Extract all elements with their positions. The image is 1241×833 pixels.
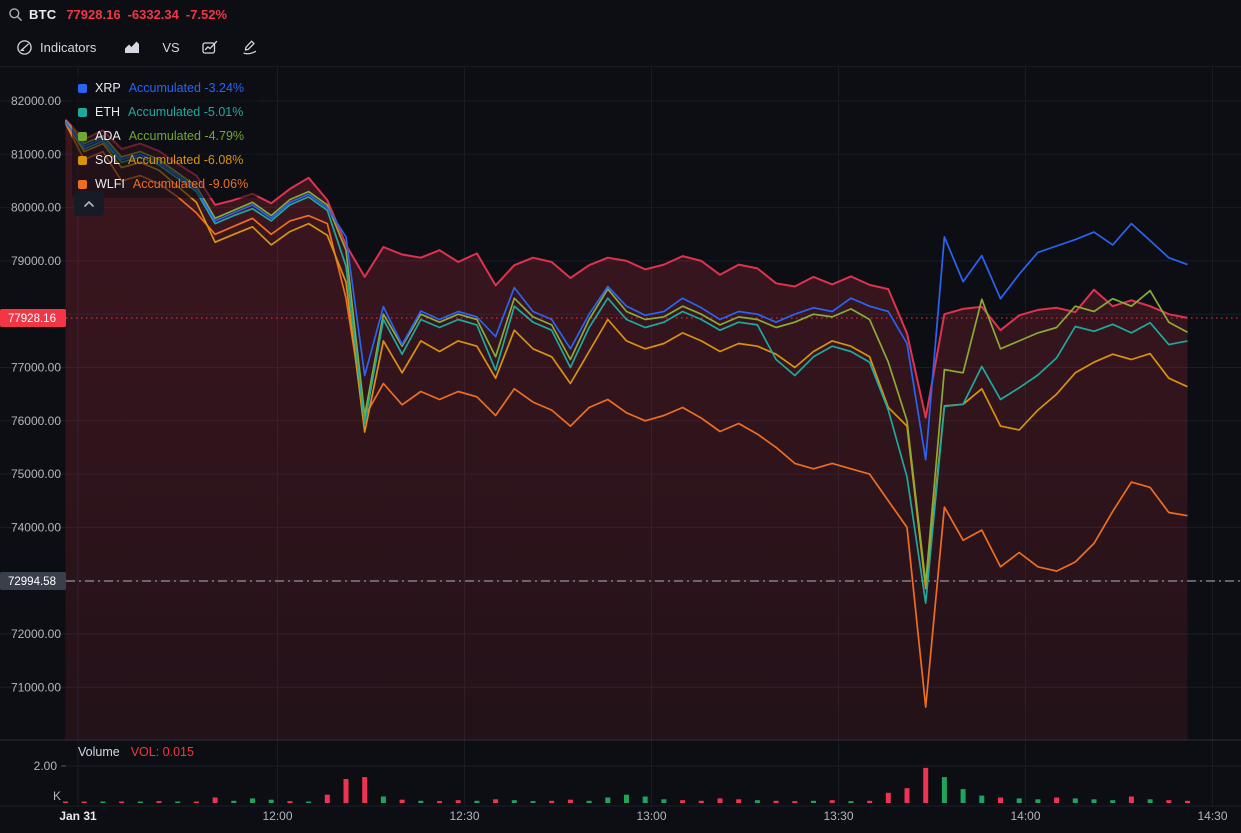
low-price-axis-tag: 72994.58	[0, 572, 66, 590]
chart-toolbar: Indicators VS	[0, 28, 1241, 67]
symbol-name[interactable]: BTC	[29, 6, 57, 22]
series-line-sol	[64, 121, 1188, 590]
time-axis-labels: Jan 31 12:00 12:30 13:00 13:30 14:00 14:30	[59, 809, 1228, 823]
current-price-axis-tag: 77928.16	[0, 309, 66, 327]
area-chart-style-button[interactable]	[116, 34, 148, 60]
svg-text:72000.00: 72000.00	[11, 627, 61, 641]
indicators-label: Indicators	[40, 39, 97, 55]
svg-text:79000.00: 79000.00	[11, 254, 61, 268]
legend-symbol: XRP	[95, 81, 121, 95]
volume-title: Volume	[78, 745, 120, 759]
svg-text:14:30: 14:30	[1197, 809, 1227, 823]
eth-color-swatch	[78, 107, 87, 117]
series-line-wlfi	[64, 123, 1188, 708]
ada-color-swatch	[78, 131, 87, 141]
area-chart-icon	[122, 38, 142, 56]
price-change-percent: -7.52%	[185, 6, 228, 22]
draw-pen-button[interactable]	[234, 34, 265, 60]
svg-text:12:30: 12:30	[449, 809, 479, 823]
legend-symbol: WLFI	[95, 177, 125, 191]
legend-collapse-button[interactable]	[74, 191, 104, 216]
time-axis[interactable]	[0, 806, 1241, 833]
svg-text:82000.00: 82000.00	[11, 94, 61, 108]
svg-text:77928.16: 77928.16	[8, 313, 56, 325]
svg-text:Jan 31: Jan 31	[59, 809, 97, 823]
svg-text:13:00: 13:00	[636, 809, 666, 823]
legend-symbol: ADA	[95, 129, 121, 143]
svg-text:74000.00: 74000.00	[11, 520, 61, 534]
chart-breakout-button[interactable]	[194, 34, 226, 60]
svg-text:14:00: 14:00	[1010, 809, 1040, 823]
legend-row-eth[interactable]: ETH Accumulated -5.01%	[78, 100, 248, 124]
price-axis[interactable]	[0, 67, 66, 740]
series-line-xrp	[64, 121, 1188, 461]
svg-text:77000.00: 77000.00	[11, 361, 61, 375]
svg-text:80000.00: 80000.00	[11, 201, 61, 215]
volume-bars	[63, 767, 1190, 804]
legend-value: Accumulated -3.24%	[128, 81, 245, 95]
xrp-color-swatch	[78, 83, 87, 93]
indicators-button[interactable]: Indicators	[10, 35, 102, 60]
svg-text:12:00: 12:00	[262, 809, 292, 823]
last-price: 77928.16	[66, 6, 121, 22]
legend-value: Accumulated -5.01%	[128, 105, 244, 119]
svg-text:71000.00: 71000.00	[11, 680, 61, 694]
search-icon[interactable]	[8, 7, 23, 22]
legend-row-sol[interactable]: SOL Accumulated -6.08%	[78, 148, 248, 172]
volume-value: VOL: 0.015	[130, 745, 194, 759]
svg-text:81000.00: 81000.00	[11, 147, 61, 161]
svg-text:75000.00: 75000.00	[11, 467, 61, 481]
pen-icon	[240, 38, 259, 56]
compare-legend: XRP Accumulated -3.24% ETH Accumulated -…	[72, 74, 259, 198]
legend-row-xrp[interactable]: XRP Accumulated -3.24%	[78, 76, 248, 100]
series-line-eth	[64, 120, 1188, 604]
legend-row-ada[interactable]: ADA Accumulated -4.79%	[78, 124, 248, 148]
gauge-icon	[16, 39, 33, 56]
legend-symbol: SOL	[95, 153, 121, 167]
legend-value: Accumulated -6.08%	[128, 153, 244, 167]
legend-value: Accumulated -9.06%	[132, 177, 249, 191]
wlfi-color-swatch	[78, 179, 87, 189]
svg-text:13:30: 13:30	[823, 809, 853, 823]
svg-text:72994.58: 72994.58	[8, 576, 56, 588]
vs-label: VS	[162, 39, 180, 55]
symbol-quote: 77928.16 -6332.34 -7.52%	[66, 7, 227, 22]
sol-color-swatch	[78, 155, 87, 165]
chevron-up-icon	[83, 195, 95, 213]
series-line-ada	[64, 120, 1188, 585]
volume-scale-label: 2.00	[34, 759, 58, 773]
legend-symbol: ETH	[95, 105, 120, 119]
btc-area-fill	[65, 119, 1188, 740]
volume-unit-label: K	[53, 789, 61, 803]
legend-value: Accumulated -4.79%	[128, 129, 245, 143]
svg-text:76000.00: 76000.00	[11, 414, 61, 428]
vs-compare-button[interactable]: VS	[156, 36, 185, 59]
symbol-bar: BTC 77928.16 -6332.34 -7.52%	[0, 0, 1241, 28]
price-axis-labels: 82000.00 81000.00 80000.00 79000.00 77000.00…	[11, 94, 66, 803]
price-change: -6332.34	[127, 6, 179, 22]
chart-breakout-icon	[200, 38, 220, 56]
volume-legend[interactable]: Volume VOL: 0.015	[78, 745, 194, 759]
legend-row-wlfi[interactable]: WLFI Accumulated -9.06%	[78, 172, 248, 196]
